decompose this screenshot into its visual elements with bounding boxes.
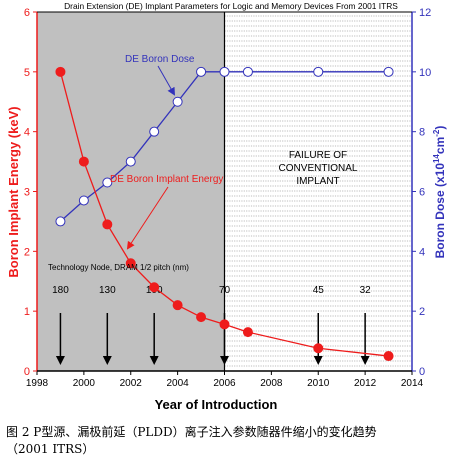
dose-point [313,66,324,77]
failure-label-line-2: CONVENTIONAL [279,163,358,174]
x-tick-label: 2000 [73,378,96,389]
right-tick-label: 10 [419,67,431,79]
left-tick-label: 6 [24,7,30,19]
energy-point [102,219,113,230]
dose-point [219,66,230,77]
dose-point [196,66,207,77]
caption-line-2: （2001 ITRS） [6,442,95,456]
caption-line-1: 图 2 P型源、漏极前延（PLDD）离子注入参数随器件缩小的变化趋势 [6,425,377,439]
right-tick-label: 12 [419,7,431,19]
technology-node-value: 45 [313,285,325,296]
left-tick-label: 5 [24,67,30,79]
right-axis-label-main: Boron Dose (x10 [433,163,447,259]
right-tick-label: 6 [419,187,425,199]
left-tick-label: 3 [24,187,30,199]
right-tick-label: 4 [419,246,425,258]
energy-point [242,327,253,338]
x-tick-label: 2006 [213,378,236,389]
x-tick-label: 2010 [307,378,330,389]
left-tick-label: 1 [24,306,30,318]
energy-point [149,282,160,293]
x-axis-label: Year of Introduction [155,397,278,412]
right-tick-label: 8 [419,127,425,139]
dose-point [242,66,253,77]
x-tick-label: 2004 [167,378,190,389]
x-tick-label: 2002 [120,378,143,389]
chart-title: Drain Extension (DE) Implant Parameters … [64,1,398,11]
energy-point [55,66,66,77]
chart: 1998 2000 2002 2004 2006 2008 2010 2012 20140123… [6,1,447,412]
energy-point [196,312,207,323]
technology-node-value: 70 [219,285,231,296]
dose-point [102,177,113,188]
dose-point [55,216,66,227]
left-tick-label: 0 [24,366,30,378]
left-axis-label: Boron Implant Energy (keV) [6,106,21,277]
right-tick-label: 2 [419,306,425,318]
x-tick-label: 2012 [354,378,377,389]
legend-energy-label: DE Boron Implant Energy [110,174,223,185]
energy-point [313,343,324,354]
legend-dose-arrow [157,65,175,96]
dose-point [383,66,394,77]
technology-node-label: Technology Node, DRAM 1/2 pitch (nm) [48,263,189,272]
legend-dose-label: DE Boron Dose [125,54,195,65]
failure-label-line-1: FAILURE OF [289,150,347,161]
dose-point [149,126,160,137]
technology-node-value: 32 [360,285,372,296]
x-tick-label: 1998 [26,378,49,389]
energy-point [172,300,183,311]
right-axis-label-sup2: -2 [432,129,441,137]
energy-point [125,258,136,269]
legend-energy-arrow [126,186,169,250]
x-tick-label: 2014 [401,378,424,389]
right-axis-label-sup1: 14 [432,154,441,163]
right-tick-label: 0 [419,366,425,378]
figure-caption: 图 2 P型源、漏极前延（PLDD）离子注入参数随器件缩小的变化趋势 （2001… [6,424,446,458]
technology-node-value: 130 [99,285,116,296]
right-axis-label: Boron Dose (x1014cm-2) [432,126,447,259]
right-axis-label-end: ) [433,126,447,130]
x-tick-label: 2008 [260,378,283,389]
failure-label-line-3: IMPLANT [296,176,339,187]
dose-point [172,96,183,107]
technology-node-value: 180 [52,285,69,296]
energy-point [383,351,394,362]
left-tick-label: 2 [24,246,30,258]
right-axis-label-mid: cm [433,137,447,154]
left-tick-label: 4 [24,127,30,139]
energy-point [78,156,89,167]
dose-point [78,195,89,206]
dose-point [125,156,136,167]
energy-point [219,319,230,330]
